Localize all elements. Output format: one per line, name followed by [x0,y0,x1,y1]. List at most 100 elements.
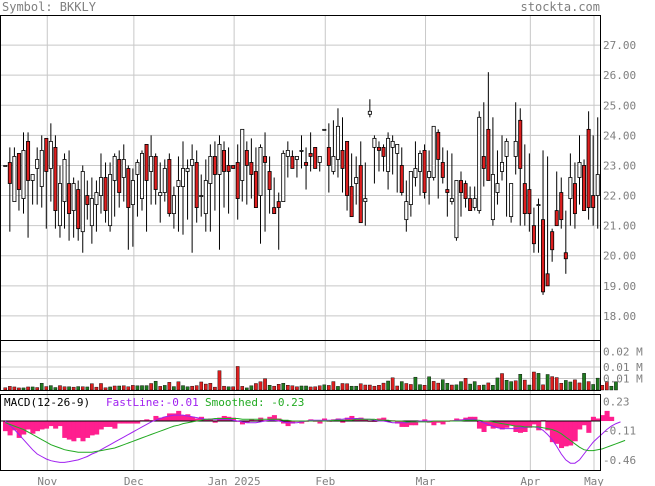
volume-bar [49,385,53,391]
candle-body [572,183,577,215]
candle-body [176,180,181,187]
candle-body [454,180,459,239]
macd-histogram-bar [517,421,524,433]
macd-tick-label: 0.23 [603,396,630,409]
macd-histogram-bar [244,421,250,423]
volume-bar [586,381,591,391]
candle-body [135,162,140,175]
macd-title: MACD(12-26-9) [4,396,90,409]
candle-body [440,162,445,178]
candle-body [208,156,213,184]
month-tick-label: Mar [416,475,436,486]
candle-body [299,150,304,152]
macd-histogram-bar [435,421,441,423]
candle-body [509,183,514,218]
volume-bar [431,381,436,391]
volume-bar [204,383,208,391]
volume-bar [422,385,427,391]
volume-bar [108,386,112,391]
volume-bar [609,385,614,391]
candle-body [285,150,290,157]
volume-bar [231,386,235,391]
macd-histogram-bar [239,421,246,425]
macd-histogram-bar [176,410,182,422]
price-tick-label: 19.00 [603,280,636,293]
candle-body [3,165,8,167]
volume-bar [117,385,122,391]
volume-bar [290,385,295,391]
volume-bar [404,383,409,391]
candle-body [504,140,509,157]
candle-body [354,177,359,184]
candle-body [386,137,391,172]
candle-body [167,159,172,215]
macd-histogram-bar [98,421,104,430]
candle-body [108,174,113,227]
volume-bar [568,381,573,391]
volume-bar [144,385,149,391]
volume-bar [176,381,181,391]
macd-smoothed-line [5,418,626,453]
candle-body [395,143,400,154]
candle-body [358,165,363,224]
candle-body [522,183,527,215]
volume-bar [76,386,80,391]
macd-histogram-bar [481,421,487,432]
macd-histogram-bar [508,421,514,426]
candle-body [313,147,318,169]
volume-bar [299,385,304,391]
volume-bar [140,385,144,391]
volume-bar [8,386,12,391]
volume-bar [481,384,486,391]
price-tick-label: 18.00 [603,310,636,323]
candle-body [399,165,404,193]
volume-bar [595,377,600,391]
volume-bar [317,385,322,391]
volume-bar [103,387,108,391]
volume-bar [591,384,595,391]
macd-histogram-bar [3,421,9,432]
macd-histogram-bar [34,421,40,432]
volume-bar [440,379,445,391]
macd-histogram-bar [381,417,387,422]
candle-body [158,192,163,196]
candle-body [235,162,240,199]
candle-body [531,225,536,245]
volume-bar [308,386,313,391]
volume-bar [386,380,390,391]
macd-histogram-bar [536,421,542,431]
candle-body [449,198,454,202]
volume-bar [99,383,103,391]
candle-body [472,198,477,208]
candle-body [12,156,17,202]
candle-body [16,153,21,190]
macd-histogram-bar [572,421,578,442]
candle-body [190,159,195,166]
macd-histogram-bar [21,421,27,435]
candle-body [76,189,81,230]
volume-bar [564,380,568,391]
volume-bar [377,385,381,391]
candle-body [203,180,208,215]
candle-body [249,162,254,175]
y-axis-labels: 18.00 19.00 20.00 21.00 22.00 23.00 24.00 25.00… [603,39,643,467]
candle-body [281,153,286,202]
volume-bar [126,386,131,391]
price-panel-frame [0,15,601,341]
candle-body [103,177,108,212]
macd-histogram-bar [203,419,209,422]
candle-body [112,156,117,181]
volume-bar [167,382,172,391]
volume-bar [3,387,8,391]
macd-histogram-bar [171,413,177,422]
candle-body [44,137,49,172]
month-tick-label: Apr [520,475,540,486]
volume-bar [135,385,140,391]
volume-bar [12,386,17,391]
volume-bar [363,384,368,391]
price-tick-label: 23.00 [603,159,636,172]
macd-histogram-bar [89,421,95,436]
price-tick-label: 21.00 [603,220,636,233]
volume-bar [85,386,90,391]
volume-bar [58,385,62,391]
